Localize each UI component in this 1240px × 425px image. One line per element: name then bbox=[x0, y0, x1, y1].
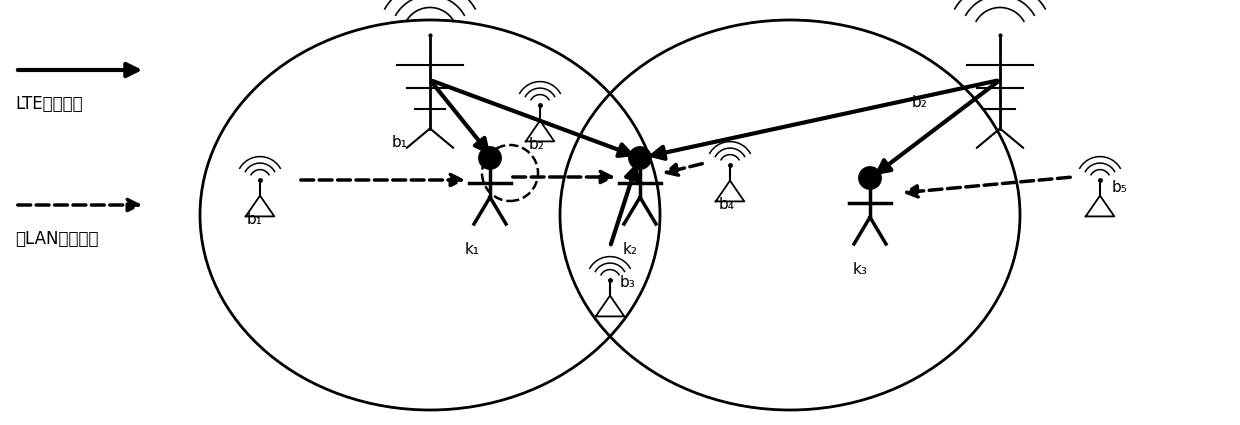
Text: b₂: b₂ bbox=[913, 95, 928, 110]
Circle shape bbox=[479, 147, 501, 169]
Text: k₂: k₂ bbox=[622, 242, 637, 257]
Text: b₅: b₅ bbox=[1112, 180, 1127, 195]
Circle shape bbox=[629, 147, 651, 169]
Text: b₄: b₄ bbox=[719, 197, 735, 212]
Text: b₂: b₂ bbox=[529, 137, 544, 152]
Text: 无LAN网络信号: 无LAN网络信号 bbox=[15, 230, 98, 248]
Text: b₁: b₁ bbox=[392, 135, 408, 150]
Text: b₃: b₃ bbox=[620, 275, 636, 290]
Text: k₁: k₁ bbox=[465, 242, 480, 257]
Text: b₁: b₁ bbox=[247, 212, 263, 227]
Text: k₃: k₃ bbox=[853, 262, 868, 277]
Text: LTE网络信号: LTE网络信号 bbox=[15, 95, 83, 113]
Circle shape bbox=[859, 167, 882, 189]
